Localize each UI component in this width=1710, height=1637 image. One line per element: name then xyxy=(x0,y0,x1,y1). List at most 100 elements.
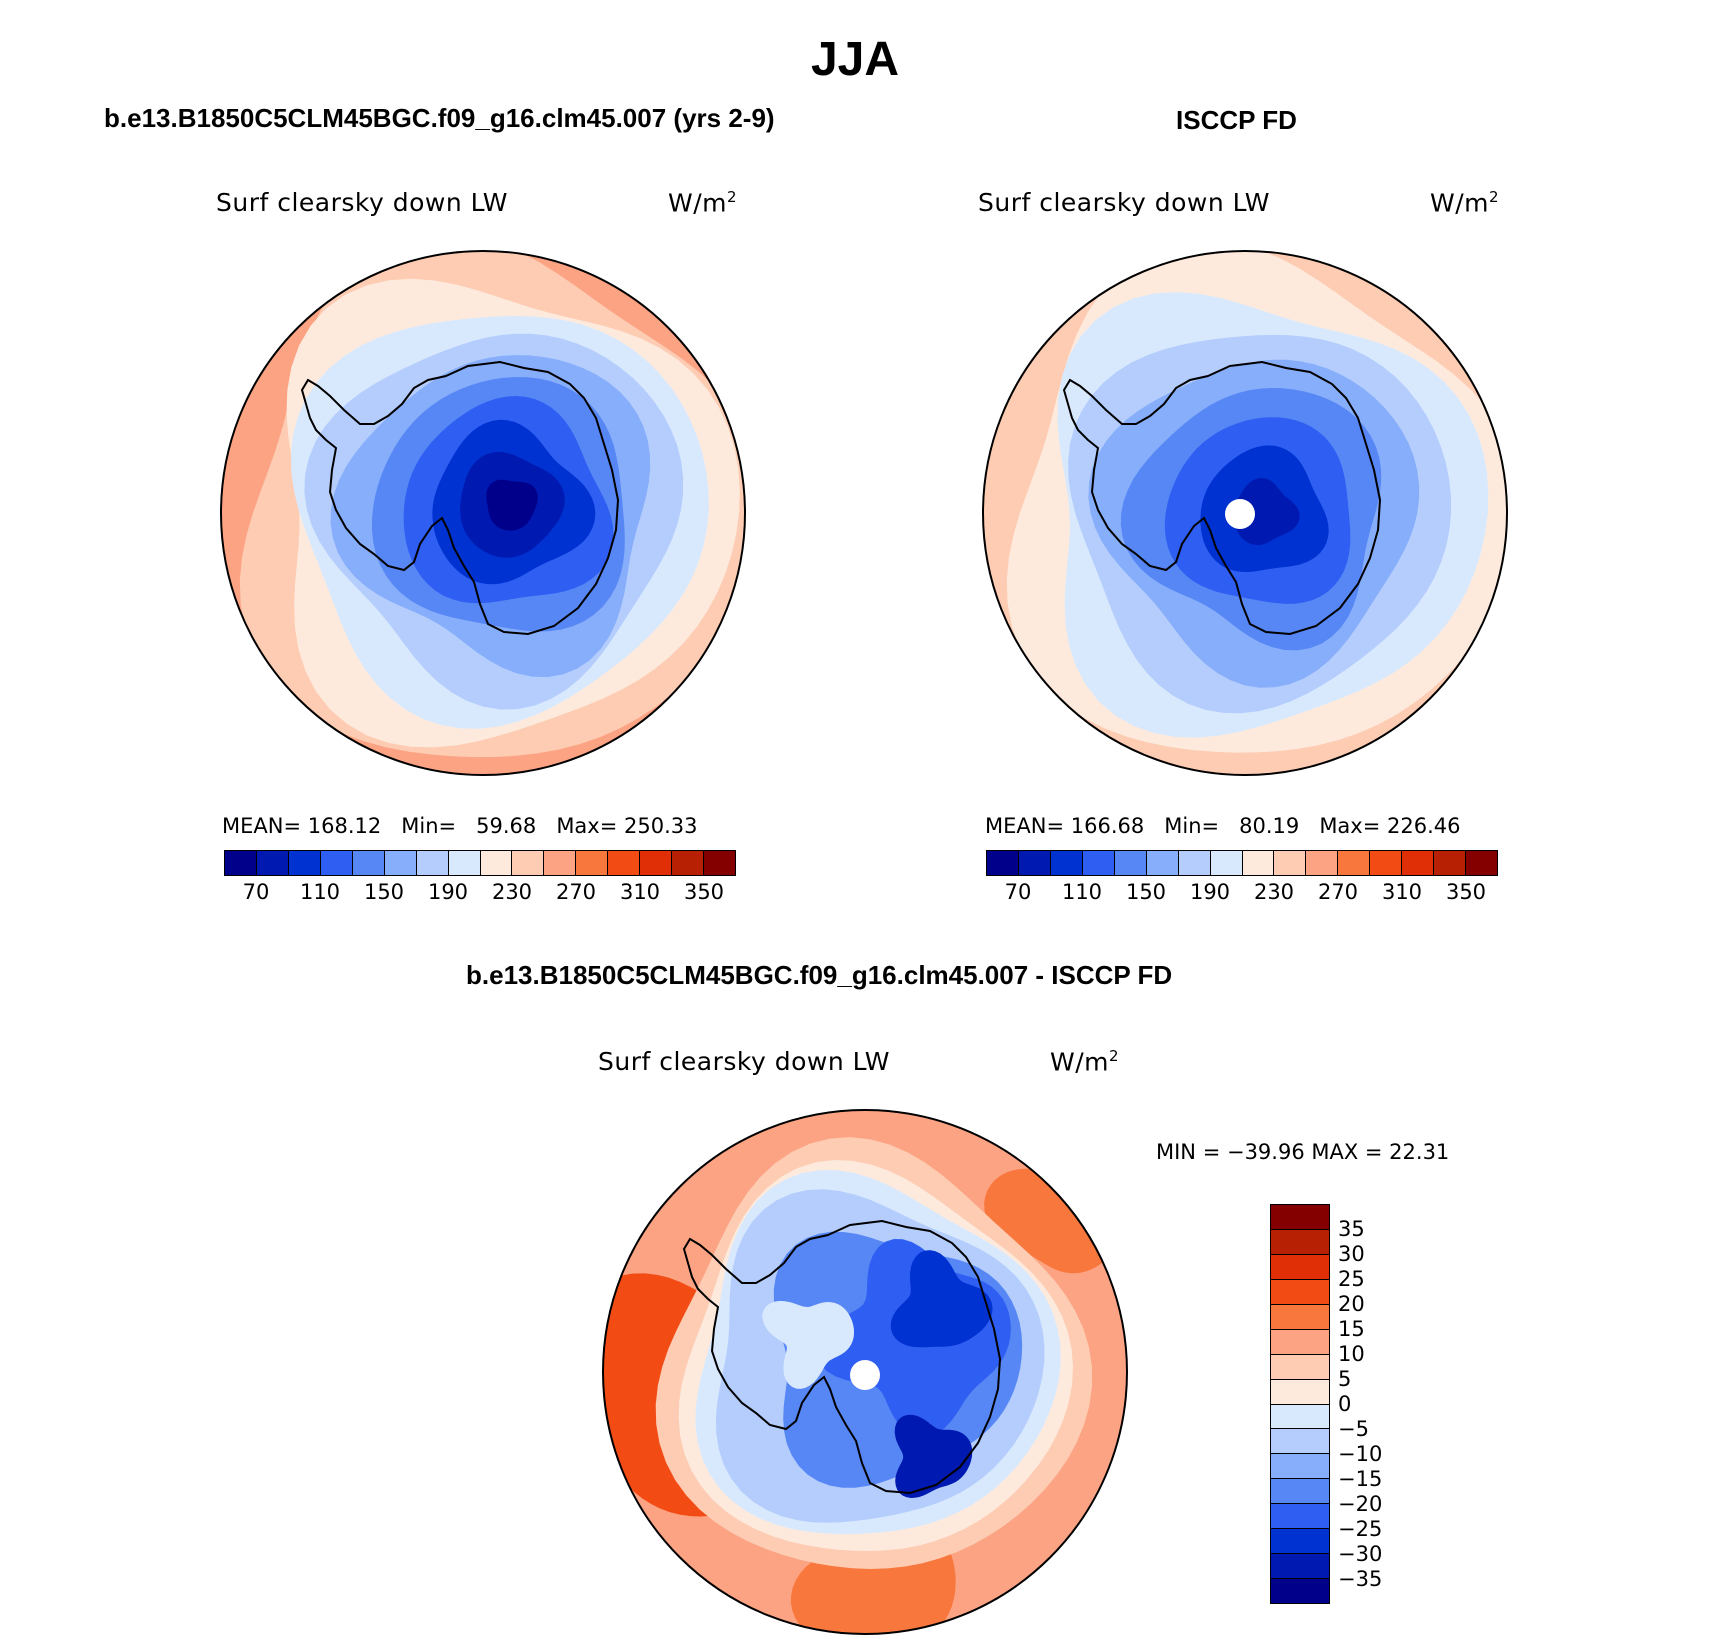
colorbar-swatch xyxy=(1018,851,1051,875)
colorbar-tick-label: 70 xyxy=(1004,880,1032,904)
model-polar-map xyxy=(220,250,746,776)
colorbar-tick-label: −30 xyxy=(1338,1542,1383,1566)
antarctica-coastline xyxy=(1062,360,1382,636)
colorbar-swatch xyxy=(480,851,513,875)
colorbar-tick-label: 190 xyxy=(1189,880,1231,904)
colorbar-tick-label: 350 xyxy=(1445,880,1487,904)
colorbar-swatch xyxy=(416,851,449,875)
diff-case-title: b.e13.B1850C5CLM45BGC.f09_g16.clm45.007 … xyxy=(466,960,1173,990)
colorbar-swatch xyxy=(576,851,609,875)
colorbar-tick-label: 230 xyxy=(491,880,533,904)
colorbar-swatch xyxy=(1271,1529,1329,1555)
colorbar-swatch xyxy=(1050,851,1083,875)
contour-band xyxy=(890,1250,993,1348)
model-stats: MEAN= 168.12 Min= 59.68 Max= 250.33 xyxy=(222,814,698,838)
colorbar-tick-label: 0 xyxy=(1338,1392,1352,1416)
colorbar-swatch xyxy=(1271,1454,1329,1480)
colorbar-swatch xyxy=(1466,851,1497,875)
colorbar-tick-label: 150 xyxy=(363,880,405,904)
colorbar-swatch xyxy=(1271,1379,1329,1405)
colorbar-swatch xyxy=(1271,1579,1329,1603)
obs-polar-map xyxy=(982,250,1508,776)
colorbar-swatch xyxy=(256,851,289,875)
antarctica-coastline xyxy=(682,1219,1002,1495)
colorbar-swatch xyxy=(1271,1329,1329,1355)
colorbar-swatch xyxy=(1271,1304,1329,1330)
obs-variable-label: Surf clearsky down LW xyxy=(978,188,1271,217)
colorbar-swatch xyxy=(512,851,545,875)
colorbar-swatch xyxy=(1271,1279,1329,1305)
colorbar-swatch xyxy=(1271,1254,1329,1280)
colorbar-swatch xyxy=(640,851,673,875)
map-boundary xyxy=(220,250,746,776)
contour-band xyxy=(894,1414,973,1498)
model-colorbar: 70 110 150 190 230 270 310 350 xyxy=(224,850,736,904)
colorbar-tick-label: −35 xyxy=(1338,1567,1383,1591)
colorbar-swatch xyxy=(1402,851,1435,875)
colorbar-swatch xyxy=(1271,1554,1329,1580)
colorbar-tick-label: 15 xyxy=(1338,1317,1365,1341)
diff-min-max: MIN = −39.96 MAX = 22.31 xyxy=(1156,1140,1450,1164)
colorbar-swatch xyxy=(1271,1404,1329,1430)
colorbar-swatch xyxy=(704,851,735,875)
colorbar-tick-label: −5 xyxy=(1338,1417,1369,1441)
colorbar-tick-label: 150 xyxy=(1125,880,1167,904)
colorbar-swatch xyxy=(352,851,385,875)
colorbar-swatch xyxy=(1370,851,1403,875)
colorbar-tick-label: −20 xyxy=(1338,1492,1383,1516)
diff-polar-map xyxy=(602,1109,1128,1635)
pole-missing-data xyxy=(850,1360,880,1390)
colorbar-tick-label: 350 xyxy=(683,880,725,904)
colorbar-swatch xyxy=(225,851,257,875)
colorbar-tick-label: 35 xyxy=(1338,1217,1365,1241)
map-boundary xyxy=(982,250,1508,776)
contour-band xyxy=(486,479,538,531)
colorbar-swatch xyxy=(1306,851,1339,875)
colorbar-swatch xyxy=(1271,1479,1329,1505)
colorbar-tick-label: 110 xyxy=(1061,880,1103,904)
colorbar-swatch xyxy=(320,851,353,875)
colorbar-swatch xyxy=(1178,851,1211,875)
colorbar-tick-label: 310 xyxy=(619,880,661,904)
colorbar-swatch xyxy=(1271,1429,1329,1455)
antarctica-coastline xyxy=(300,360,620,636)
obs-colorbar: 70 110 150 190 230 270 310 350 xyxy=(986,850,1498,904)
colorbar-tick-label: 25 xyxy=(1338,1267,1365,1291)
colorbar-swatch xyxy=(1271,1205,1329,1230)
colorbar-tick-label: 5 xyxy=(1338,1367,1352,1391)
colorbar-swatch xyxy=(288,851,321,875)
colorbar-tick-label: 20 xyxy=(1338,1292,1365,1316)
colorbar-swatch xyxy=(1242,851,1275,875)
colorbar-swatch xyxy=(1271,1504,1329,1530)
colorbar-swatch xyxy=(608,851,641,875)
pole-missing-data xyxy=(1225,499,1255,529)
obs-units-label: W/m2 xyxy=(1430,188,1500,218)
diff-colorbar: 35 30 25 20 15 10 5 0 −5 −10 −15 −20 −25 −30 −35 xyxy=(1270,1204,1382,1604)
colorbar-tick-label: 270 xyxy=(555,880,597,904)
diff-units-label: W/m2 xyxy=(1050,1047,1120,1077)
colorbar-swatch xyxy=(448,851,481,875)
colorbar-tick-label: −15 xyxy=(1338,1467,1383,1491)
colorbar-swatch xyxy=(1434,851,1467,875)
colorbar-swatch xyxy=(1274,851,1307,875)
colorbar-tick-label: 270 xyxy=(1317,880,1359,904)
colorbar-swatch xyxy=(672,851,705,875)
obs-stats: MEAN= 166.68 Min= 80.19 Max= 226.46 xyxy=(985,814,1461,838)
colorbar-tick-label: 190 xyxy=(427,880,469,904)
colorbar-swatch xyxy=(1082,851,1115,875)
obs-case-title: ISCCP FD xyxy=(1176,105,1297,135)
colorbar-swatch xyxy=(1210,851,1243,875)
colorbar-tick-label: −25 xyxy=(1338,1517,1383,1541)
colorbar-swatch xyxy=(987,851,1019,875)
model-units-label: W/m2 xyxy=(668,188,738,218)
contour-band xyxy=(1233,478,1300,545)
colorbar-tick-label: 110 xyxy=(299,880,341,904)
model-variable-label: Surf clearsky down LW xyxy=(216,188,509,217)
colorbar-swatch xyxy=(1271,1229,1329,1255)
colorbar-swatch xyxy=(544,851,577,875)
colorbar-tick-label: 10 xyxy=(1338,1342,1365,1366)
colorbar-tick-label: 30 xyxy=(1338,1242,1365,1266)
colorbar-tick-label: −10 xyxy=(1338,1442,1383,1466)
colorbar-swatch xyxy=(1271,1354,1329,1380)
colorbar-tick-label: 310 xyxy=(1381,880,1423,904)
